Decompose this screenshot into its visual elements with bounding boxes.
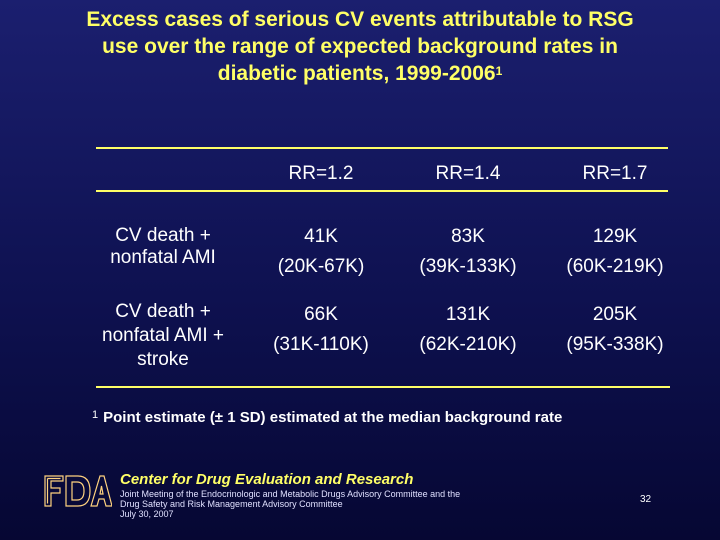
title-line-1: Excess cases of serious CV events attrib… <box>86 8 634 31</box>
column-header-rr-1-7: RR=1.7 <box>582 163 648 184</box>
cell-range: (60K-219K) <box>566 256 664 277</box>
cell-estimate: 131K <box>445 304 491 325</box>
row-2-label-line-2: nonfatal AMI + <box>102 325 224 346</box>
cell-estimate: 41K <box>304 226 338 247</box>
row-label-cv-death-ami: CV death + nonfatal AMI <box>78 225 248 269</box>
table-cell: 129K (60K-219K) <box>540 222 690 282</box>
row-1-label-line-2: nonfatal AMI <box>110 247 216 268</box>
row-label-cv-death-ami-stroke: CV death + nonfatal AMI + stroke <box>78 300 248 372</box>
cell-estimate: 129K <box>592 226 638 247</box>
row-2-label-line-1: CV death + <box>115 301 211 322</box>
meeting-date: July 30, 2007 <box>120 509 174 519</box>
table-cell: 205K (95K-338K) <box>540 300 690 360</box>
meeting-info: Joint Meeting of the Endocrinologic and … <box>120 489 460 519</box>
row-2-label-line-3: stroke <box>137 349 189 370</box>
center-name: Center for Drug Evaluation and Research <box>120 471 414 488</box>
cell-range: (95K-338K) <box>566 334 664 355</box>
cell-estimate: 83K <box>451 226 485 247</box>
cell-range: (20K-67K) <box>277 256 365 277</box>
cell-range: (62K-210K) <box>419 334 517 355</box>
footnote-text: Point estimate (± 1 SD) estimated at the… <box>103 409 563 426</box>
table-bottom-rule <box>96 386 670 388</box>
row-1-label-line-1: CV death + <box>115 225 211 246</box>
column-header-rr-1-2: RR=1.2 <box>288 163 354 184</box>
footnote: 1 Point estimate (± 1 SD) estimated at th… <box>92 409 562 426</box>
table-cell: 41K (20K-67K) <box>246 222 396 282</box>
meeting-line-1: Joint Meeting of the Endocrinologic and … <box>120 489 461 499</box>
footnote-marker: 1 <box>92 409 99 421</box>
title-superscript: 1 <box>495 64 503 78</box>
title-line-2: use over the range of expected backgroun… <box>102 35 618 58</box>
column-header-rr-1-4: RR=1.4 <box>435 163 501 184</box>
page-number: 32 <box>640 494 652 505</box>
table-cell: 131K (62K-210K) <box>393 300 543 360</box>
slide-title: Excess cases of serious CV events attrib… <box>20 6 700 87</box>
cell-range: (31K-110K) <box>273 334 369 355</box>
table-cell: 66K (31K-110K) <box>246 300 396 360</box>
cell-estimate: 66K <box>304 304 338 325</box>
title-line-3-text: diabetic patients, 1999-2006 <box>217 62 496 85</box>
cell-estimate: 205K <box>592 304 638 325</box>
table-cell: 83K (39K-133K) <box>393 222 543 282</box>
meeting-line-2: Drug Safety and Risk Management Advisory… <box>120 499 343 509</box>
cell-range: (39K-133K) <box>419 256 517 277</box>
header-bottom-rule <box>96 190 668 192</box>
title-line-3: diabetic patients, 1999-20061 <box>20 60 700 87</box>
fda-logo-icon <box>44 475 112 507</box>
table-top-rule <box>96 147 668 149</box>
